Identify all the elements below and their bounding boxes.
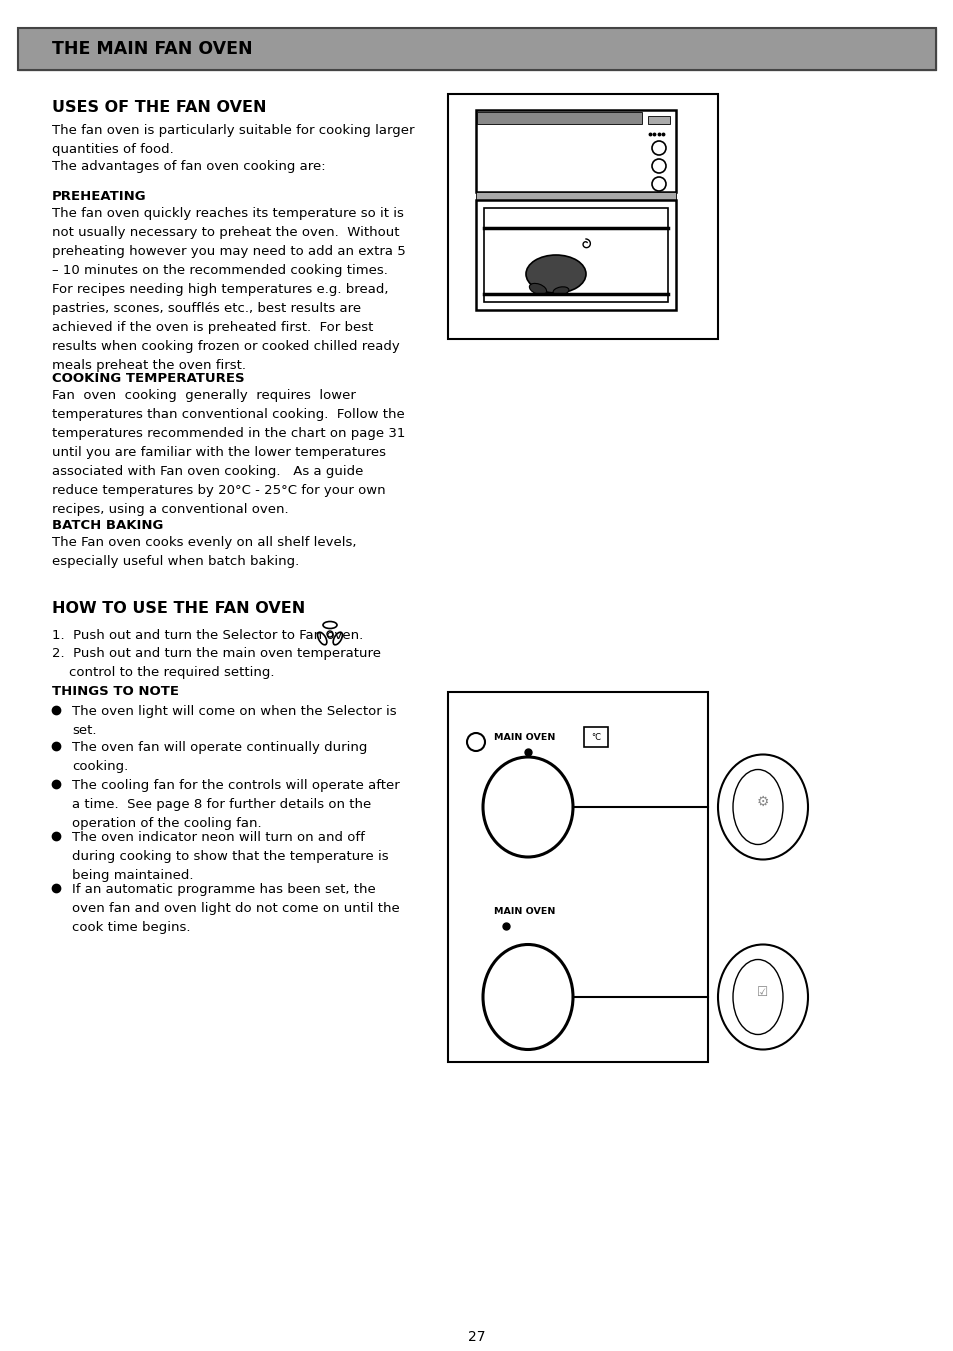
Text: BATCH BAKING: BATCH BAKING [52, 519, 163, 532]
Text: The oven light will come on when the Selector is
set.: The oven light will come on when the Sel… [71, 705, 396, 738]
Text: °C: °C [590, 732, 600, 742]
Ellipse shape [525, 255, 585, 293]
Ellipse shape [718, 754, 807, 859]
Text: ☑: ☑ [757, 985, 768, 998]
Text: ⚙: ⚙ [756, 794, 768, 809]
Bar [647, 116, 669, 124]
Text: THE MAIN FAN OVEN: THE MAIN FAN OVEN [52, 41, 253, 58]
FancyBboxPatch shape [583, 727, 607, 747]
Circle shape [467, 734, 484, 751]
Text: The Fan oven cooks evenly on all shelf levels,
especially useful when batch baki: The Fan oven cooks evenly on all shelf l… [52, 536, 356, 567]
Text: The cooling fan for the controls will operate after
a time.  See page 8 for furt: The cooling fan for the controls will op… [71, 780, 399, 830]
Text: USES OF THE FAN OVEN: USES OF THE FAN OVEN [52, 100, 266, 115]
Ellipse shape [482, 944, 573, 1050]
Text: The advantages of fan oven cooking are:: The advantages of fan oven cooking are: [52, 159, 325, 173]
Bar [448, 692, 707, 1062]
Text: THINGS TO NOTE: THINGS TO NOTE [52, 685, 179, 698]
Text: The fan oven is particularly suitable for cooking larger
quantities of food.: The fan oven is particularly suitable fo… [52, 124, 414, 155]
Bar [476, 192, 676, 200]
Text: 27: 27 [468, 1329, 485, 1344]
Text: Fan  oven  cooking  generally  requires  lower
temperatures than conventional co: Fan oven cooking generally requires lowe… [52, 389, 405, 516]
Bar [483, 208, 667, 303]
Text: The fan oven quickly reaches its temperature so it is
not usually necessary to p: The fan oven quickly reaches its tempera… [52, 207, 405, 372]
Ellipse shape [732, 770, 782, 844]
Bar [18, 28, 935, 70]
Ellipse shape [718, 944, 807, 1050]
Ellipse shape [553, 286, 568, 295]
Text: MAIN OVEN: MAIN OVEN [494, 908, 555, 916]
Ellipse shape [732, 959, 782, 1035]
Text: 1.  Push out and turn the Selector to Fan oven.: 1. Push out and turn the Selector to Fan… [52, 630, 363, 642]
Text: PREHEATING: PREHEATING [52, 190, 147, 203]
Bar [448, 95, 718, 339]
Text: If an automatic programme has been set, the
oven fan and oven light do not come : If an automatic programme has been set, … [71, 884, 399, 934]
Text: HOW TO USE THE FAN OVEN: HOW TO USE THE FAN OVEN [52, 601, 305, 616]
Bar [476, 112, 641, 124]
Text: 2.  Push out and turn the main oven temperature
    control to the required sett: 2. Push out and turn the main oven tempe… [52, 647, 380, 680]
Bar [476, 200, 676, 309]
Bar [18, 28, 935, 70]
Text: The oven indicator neon will turn on and off
during cooking to show that the tem: The oven indicator neon will turn on and… [71, 831, 388, 882]
Ellipse shape [529, 284, 546, 295]
Circle shape [651, 177, 665, 190]
Text: MAIN OVEN: MAIN OVEN [494, 732, 555, 742]
Circle shape [651, 159, 665, 173]
Text: The oven fan will operate continually during
cooking.: The oven fan will operate continually du… [71, 740, 367, 773]
Text: COOKING TEMPERATURES: COOKING TEMPERATURES [52, 372, 244, 385]
Circle shape [651, 141, 665, 155]
Ellipse shape [482, 757, 573, 857]
Bar [476, 109, 676, 192]
